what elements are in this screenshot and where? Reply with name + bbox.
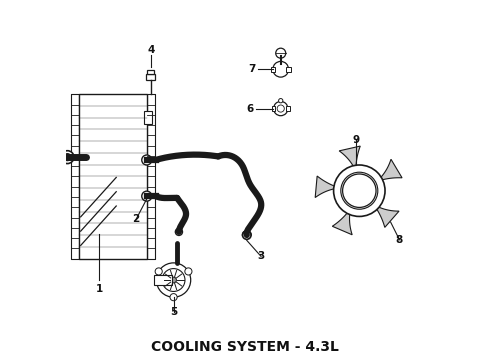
Polygon shape — [332, 208, 352, 235]
Circle shape — [343, 189, 346, 192]
Bar — [147, 70, 154, 73]
Circle shape — [334, 165, 385, 216]
Bar — [71, 94, 79, 258]
Circle shape — [156, 263, 191, 297]
Circle shape — [243, 231, 251, 239]
Circle shape — [142, 191, 152, 201]
Text: 5: 5 — [170, 307, 177, 317]
Circle shape — [350, 202, 353, 205]
Circle shape — [366, 202, 368, 205]
Circle shape — [348, 179, 371, 202]
Bar — [154, 275, 172, 285]
Text: 9: 9 — [352, 135, 359, 145]
Circle shape — [170, 294, 177, 301]
Circle shape — [350, 176, 353, 179]
Circle shape — [142, 155, 152, 165]
Circle shape — [279, 99, 283, 103]
Bar — [79, 94, 147, 258]
Text: COOLING SYSTEM - 4.3L: COOLING SYSTEM - 4.3L — [151, 340, 339, 354]
Text: 4: 4 — [147, 45, 154, 55]
Circle shape — [343, 174, 376, 207]
Bar — [146, 73, 155, 80]
Circle shape — [273, 102, 288, 116]
Circle shape — [175, 228, 182, 235]
Bar — [144, 111, 152, 124]
Text: 1: 1 — [96, 284, 103, 294]
Circle shape — [276, 48, 286, 58]
Circle shape — [61, 151, 74, 163]
Circle shape — [355, 187, 363, 194]
Text: 3: 3 — [257, 251, 265, 261]
Bar — [272, 106, 275, 111]
Bar — [147, 94, 155, 258]
Text: 2: 2 — [132, 214, 140, 224]
Text: 7: 7 — [248, 64, 256, 74]
Circle shape — [366, 176, 368, 179]
Circle shape — [185, 268, 192, 275]
Circle shape — [273, 62, 289, 77]
Text: 6: 6 — [247, 104, 254, 113]
Bar — [286, 106, 290, 111]
Polygon shape — [373, 204, 399, 228]
Circle shape — [341, 172, 378, 209]
Circle shape — [155, 268, 162, 275]
Bar — [287, 67, 291, 72]
Polygon shape — [315, 176, 340, 198]
Circle shape — [171, 277, 176, 283]
Polygon shape — [377, 159, 402, 181]
Bar — [270, 67, 275, 72]
Polygon shape — [339, 146, 360, 171]
Circle shape — [373, 189, 376, 192]
Text: 8: 8 — [396, 235, 403, 245]
